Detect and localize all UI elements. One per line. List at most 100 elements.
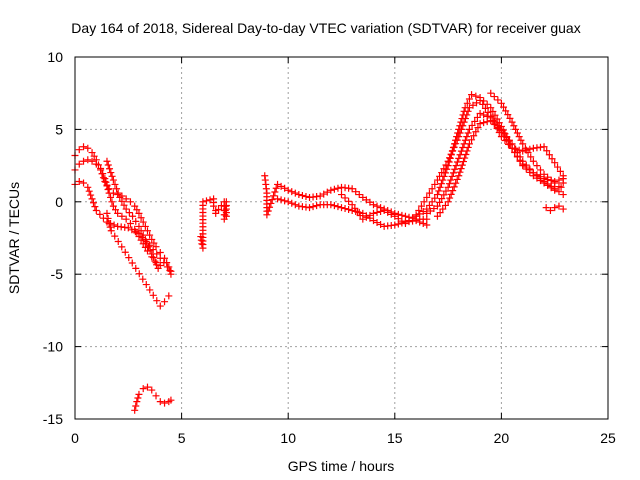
data-point (469, 101, 477, 109)
data-point (545, 151, 553, 159)
data-point (309, 203, 317, 211)
data-point (156, 254, 164, 262)
x-tick-label: 0 (71, 430, 79, 446)
x-tick-label: 5 (178, 430, 186, 446)
data-point (134, 394, 142, 402)
data-point (446, 194, 454, 202)
data-point (142, 281, 150, 289)
data-point (153, 297, 161, 305)
data-point (105, 189, 113, 197)
data-point (519, 162, 527, 170)
data-point (291, 189, 299, 197)
data-point (543, 147, 551, 155)
data-point (149, 291, 157, 299)
data-point (167, 267, 175, 275)
data-point (139, 231, 147, 239)
data-point (148, 386, 156, 394)
data-point (107, 169, 115, 177)
data-point (341, 205, 349, 213)
data-point (131, 202, 139, 210)
data-point (116, 193, 124, 201)
data-point (103, 182, 111, 190)
chart-title: Day 164 of 2018, Sidereal Day-to-day VTE… (71, 20, 580, 36)
data-point (436, 209, 444, 217)
data-point (448, 172, 456, 180)
data-point (84, 183, 92, 191)
data-point (270, 192, 278, 200)
data-point (88, 195, 96, 203)
data-point (288, 199, 296, 207)
data-point (487, 117, 495, 125)
data-point (452, 162, 460, 170)
data-point (281, 197, 289, 205)
data-point (107, 193, 115, 201)
data-point (502, 107, 510, 115)
data-point (151, 257, 159, 265)
data-point (510, 122, 518, 130)
x-axis-label: GPS time / hours (288, 458, 395, 474)
data-point (345, 206, 353, 214)
data-point (330, 185, 338, 193)
data-point (128, 259, 136, 267)
data-point (145, 243, 153, 251)
data-point (128, 226, 136, 234)
data-point (423, 209, 431, 217)
data-point (415, 206, 423, 214)
data-point (160, 259, 168, 267)
series-arc-e (103, 209, 173, 310)
data-point (435, 187, 443, 195)
data-point (481, 104, 489, 112)
data-point (284, 198, 292, 206)
data-point (428, 198, 436, 206)
data-point (92, 160, 100, 168)
data-point (557, 183, 565, 191)
data-point (146, 286, 154, 294)
data-point (508, 144, 516, 152)
data-point (263, 211, 271, 219)
data-point (456, 122, 464, 130)
data-point (457, 165, 465, 173)
data-point (460, 107, 468, 115)
data-point (161, 298, 169, 306)
data-point (114, 209, 122, 217)
data-point (444, 183, 452, 191)
data-point (453, 175, 461, 183)
data-point (556, 167, 564, 175)
data-point (75, 160, 83, 168)
series-arc-j (412, 91, 567, 220)
data-point (104, 161, 112, 169)
data-point (473, 113, 481, 121)
data-point (118, 243, 126, 251)
data-point (323, 188, 331, 196)
data-point (450, 183, 458, 191)
data-point (387, 210, 395, 218)
data-point (351, 204, 359, 212)
data-point (348, 201, 356, 209)
data-point (75, 178, 83, 186)
data-point (92, 206, 100, 214)
x-tick-label: 20 (494, 430, 510, 446)
data-point (377, 207, 385, 215)
data-point (146, 231, 154, 239)
data-point (458, 161, 466, 169)
data-point (512, 125, 520, 133)
data-point (281, 184, 289, 192)
data-point (491, 111, 499, 119)
data-point (359, 193, 367, 201)
data-point (455, 125, 463, 133)
data-point (143, 383, 151, 391)
series-arc-m (487, 89, 565, 191)
data-point (113, 185, 121, 193)
data-point (126, 220, 134, 228)
data-point (377, 220, 385, 228)
data-point (156, 302, 164, 310)
data-point (143, 239, 151, 247)
data-point (108, 198, 116, 206)
data-point (551, 204, 559, 212)
data-point (135, 222, 143, 230)
series-arc-l (433, 117, 567, 220)
series-arc-a (71, 143, 175, 278)
data-point (445, 180, 453, 188)
data-point (480, 119, 488, 127)
data-point (436, 198, 444, 206)
